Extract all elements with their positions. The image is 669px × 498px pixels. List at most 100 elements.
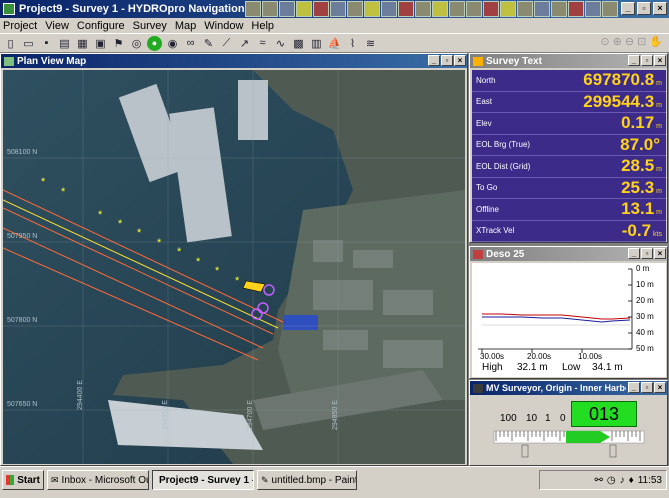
close-button[interactable]: × (653, 2, 667, 15)
clock-icon[interactable]: ◷ (606, 474, 616, 486)
open-icon[interactable]: ▭ (23, 37, 34, 50)
tool-icon[interactable] (449, 1, 465, 17)
scale-slider-left[interactable] (521, 444, 529, 458)
pan-icon[interactable]: ✋ (649, 36, 663, 48)
chart-icon[interactable]: ≈ (259, 37, 266, 49)
menubar: Project View Configure Survey Map Window… (0, 18, 669, 33)
map-close-button[interactable]: × (454, 55, 466, 66)
zoom-window-icon[interactable]: ⊡ (637, 36, 647, 48)
menu-help[interactable]: Help (251, 19, 275, 32)
tool-icon[interactable] (347, 1, 363, 17)
survey-text-close-button[interactable]: × (654, 55, 666, 66)
vessel-minimize-button[interactable]: _ (628, 382, 640, 393)
tool-icon[interactable] (381, 1, 397, 17)
survey-text-titlebar[interactable]: Survey Text _ ▫ × (470, 54, 667, 68)
zoom-out-icon[interactable]: ⊖ (624, 36, 635, 48)
tool-icon[interactable] (279, 1, 295, 17)
row-value: 697870.8 (583, 70, 655, 90)
flag-icon[interactable]: ⚑ (113, 37, 124, 50)
deso-titlebar[interactable]: Deso 25 _ ▫ × (470, 247, 667, 261)
zoom-fit-icon[interactable]: ⊙ (600, 36, 610, 48)
waypoint-marker[interactable] (251, 308, 263, 320)
vessel-icon[interactable] (242, 280, 266, 293)
row-label: EOL Dist (Grid) (476, 161, 531, 171)
map-canvas[interactable]: * * * * * * * * * * (3, 70, 465, 464)
map-minimize-button[interactable]: _ (428, 55, 440, 66)
new-icon[interactable]: ▯ (7, 37, 14, 50)
save-icon[interactable]: ▪ (44, 37, 49, 49)
tool-icon[interactable] (262, 1, 278, 17)
survey-text-minimize-button[interactable]: _ (628, 55, 640, 66)
tray-app-icon[interactable]: ♦ (628, 474, 634, 486)
taskbar-item-label: Inbox - Microsoft Outlook (61, 474, 148, 486)
tool-icon[interactable] (466, 1, 482, 17)
zoom-in-icon[interactable]: ⊕ (612, 36, 622, 48)
speaker-icon[interactable]: ♪ (619, 474, 625, 486)
print-icon[interactable]: ▤ (59, 37, 70, 50)
target-icon[interactable]: ◎ (131, 37, 142, 50)
tool-icon[interactable] (585, 1, 601, 17)
map-maximize-button[interactable]: ▫ (441, 55, 453, 66)
menu-survey[interactable]: Survey (132, 19, 167, 32)
taskbar-item-outlook[interactable]: ✉ Inbox - Microsoft Outlook (47, 470, 149, 490)
menu-window[interactable]: Window (204, 19, 244, 32)
boat-icon[interactable]: ⛵ (327, 37, 342, 50)
tool-icon[interactable] (245, 1, 261, 17)
stop-icon[interactable]: ◉ (167, 37, 178, 50)
menu-view[interactable]: View (45, 19, 69, 32)
deso-close-button[interactable]: × (654, 248, 666, 259)
tool-icon[interactable] (534, 1, 550, 17)
maximize-button[interactable]: ▫ (637, 2, 651, 15)
vessel-titlebar[interactable]: MV Surveyor, Origin - Inner Harbour... _… (470, 381, 667, 395)
taskbar-item-paint[interactable]: ✎ untitled.bmp - Paint (257, 470, 357, 490)
tool-icon[interactable] (483, 1, 499, 17)
scale-label: 10 (526, 413, 538, 424)
tool-icon[interactable] (330, 1, 346, 17)
tool-icon[interactable] (364, 1, 380, 17)
aerial-image: * * * * * * * * * * (3, 70, 465, 464)
tool-icon[interactable] (500, 1, 516, 17)
row-label: XTrack Vel (476, 226, 515, 236)
minimize-button[interactable]: _ (621, 2, 635, 15)
menu-configure[interactable]: Configure (76, 19, 125, 32)
tool-icon[interactable] (415, 1, 431, 17)
menu-project[interactable]: Project (3, 19, 38, 32)
table2-icon[interactable]: ▥ (311, 37, 322, 50)
pen-icon[interactable]: ✎ (203, 37, 214, 50)
taskbar-clock[interactable]: 11:53 (637, 474, 662, 486)
tool-icon[interactable] (568, 1, 584, 17)
vessel-maximize-button[interactable]: ▫ (641, 382, 653, 393)
tool-icon[interactable] (517, 1, 533, 17)
table-icon[interactable]: ▦ (77, 37, 88, 50)
wind-icon[interactable]: ≋ (365, 37, 376, 50)
scale-slider-right[interactable] (609, 444, 617, 458)
menu-map[interactable]: Map (174, 19, 197, 32)
start-button[interactable]: Start (2, 470, 44, 490)
binoculars-icon[interactable]: ∞ (186, 37, 195, 49)
record-icon[interactable]: ● (147, 35, 162, 51)
tool-icon[interactable] (296, 1, 312, 17)
tool-icon[interactable] (432, 1, 448, 17)
map-titlebar[interactable]: Plan View Map _ ▫ × (1, 54, 467, 68)
graph-icon[interactable]: ⌇ (349, 37, 356, 50)
waypoint-marker[interactable] (263, 284, 275, 296)
deso-minimize-button[interactable]: _ (628, 248, 640, 259)
network-icon[interactable]: ⚯ (594, 474, 603, 486)
tool-icon[interactable] (602, 1, 618, 17)
grid-icon[interactable]: ▩ (293, 37, 304, 50)
route-icon[interactable]: ↗ (239, 37, 250, 50)
waypoint-marker[interactable] (257, 302, 269, 314)
tool-icon[interactable] (551, 1, 567, 17)
vessel-close-button[interactable]: × (654, 382, 666, 393)
survey-text-maximize-button[interactable]: ▫ (641, 55, 653, 66)
deso-maximize-button[interactable]: ▫ (641, 248, 653, 259)
tool-icon[interactable] (313, 1, 329, 17)
screen-icon[interactable]: ▣ (95, 37, 106, 50)
draw-icon[interactable]: ⟋ (222, 36, 231, 49)
tide-icon[interactable]: ∿ (275, 37, 286, 50)
taskbar-item-hydropro[interactable]: Project9 - Survey 1 - ... (152, 470, 254, 490)
tool-icon[interactable] (398, 1, 414, 17)
system-tray: ⚯ ◷ ♪ ♦ 11:53 (539, 470, 667, 490)
main-toolbar: ▯ ▭ ▪ ▤ ▦ ▣ ⚑ ◎ ● ◉ ∞ ✎ ⟋ ↗ ≈ ∿ ▩ ▥ ⛵ ⌇ … (0, 33, 669, 53)
map-window-icon (4, 56, 14, 66)
